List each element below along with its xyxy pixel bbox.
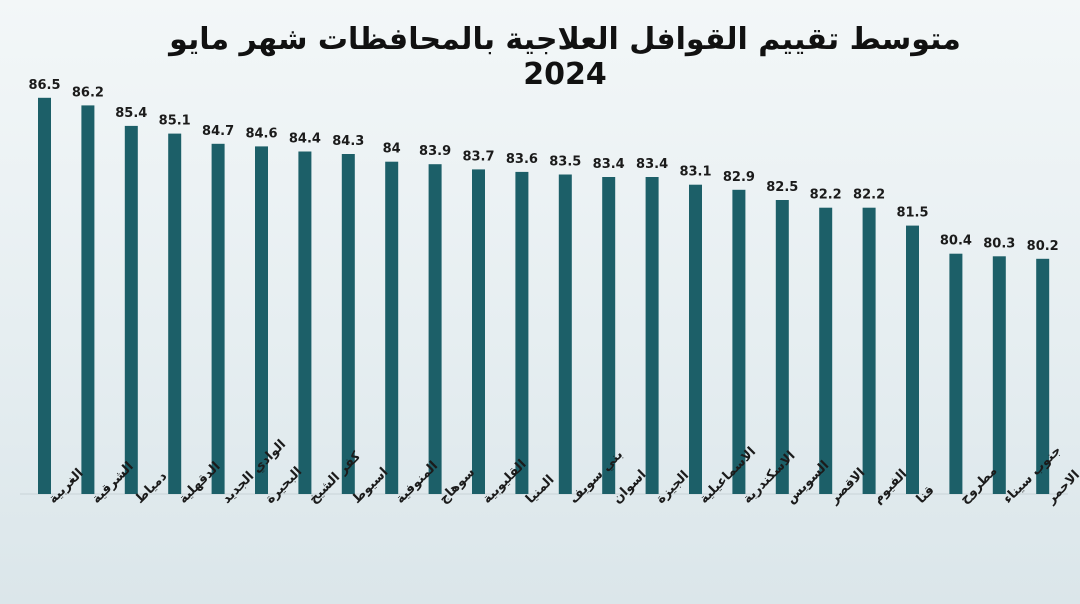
category-tick-label: دمياط [133,469,171,507]
bar-value-label: 83.1 [679,165,711,180]
bar [255,146,268,494]
bar [211,143,225,495]
bar-value-label: 86.2 [72,85,104,100]
category-tick-label: اسوان [610,467,650,507]
bar [428,164,442,494]
bar-value-label: 82.2 [810,188,842,203]
bar-value-label: 80.4 [940,234,972,249]
bar-value-label: 85.4 [115,106,147,121]
bar-value-label: 85.1 [159,114,191,129]
bar-value-label: 82.2 [853,188,885,203]
bar-value-label: 83.7 [462,149,494,164]
bar-value-label: 84.6 [245,126,277,141]
bar-value-label: 86.5 [28,78,60,93]
bar-value-label: 82.5 [766,180,798,195]
bar [949,253,963,494]
bar-value-label: 80.3 [983,236,1015,251]
bar-value-label: 83.5 [549,155,581,170]
bar-value-label: 84.4 [289,132,321,147]
bar [38,97,51,495]
category-tick-label: الجيزة [653,468,692,507]
bar [81,105,95,495]
bar-value-label: 81.5 [896,206,928,221]
bar-value-label: 84 [383,142,401,157]
bar-value-label: 83.4 [636,157,668,172]
bar [602,177,616,494]
bar-value-label: 83.9 [419,144,451,159]
bar [472,169,485,494]
category-tick-label: سوهاج [436,465,478,507]
bar [385,161,399,494]
bar [775,200,789,494]
category-tick-label: الفيوم [870,467,910,507]
value-labels-group: 86.5 86.2 85.4 85.1 84.7 84.6 84.4 84.3 84 83.9 83… [28,78,1058,254]
bar [992,256,1006,494]
bar [168,133,182,494]
bar [515,171,529,494]
category-tick-label: الاقصر [826,465,868,507]
bar-value-label: 82.9 [723,170,755,185]
bar [732,189,746,495]
bar [124,125,138,495]
bar-value-label: 83.4 [593,157,625,172]
bar [341,154,355,494]
bar-value-label: 80.2 [1027,239,1059,254]
bar-value-label: 84.3 [332,134,364,149]
bar [689,184,702,494]
bar-value-label: 83.6 [506,152,538,167]
bar [862,207,876,494]
bar [819,207,833,494]
bar [1036,258,1050,494]
bar [298,151,312,494]
bar-value-label: 84.7 [202,124,234,139]
category-tick-label: اسيوط [350,465,392,507]
chart-title: متوسط تقييم القوافل العلاجية بالمحافظات … [169,22,961,92]
bar [645,177,659,494]
bars-group [38,97,1050,495]
bar [558,174,572,494]
bar [906,225,919,494]
category-tick-label: الغربية [46,466,87,507]
